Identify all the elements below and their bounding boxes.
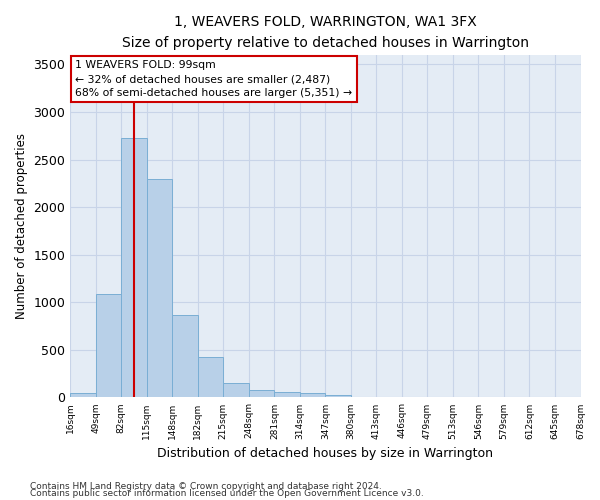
Bar	[223, 382, 249, 398]
Bar	[198, 358, 223, 398]
Bar	[70, 392, 96, 398]
Y-axis label: Number of detached properties: Number of detached properties	[15, 133, 28, 319]
Bar	[121, 138, 147, 398]
Text: Contains HM Land Registry data © Crown copyright and database right 2024.: Contains HM Land Registry data © Crown c…	[30, 482, 382, 491]
Bar	[96, 294, 121, 398]
Bar	[172, 314, 198, 398]
Bar	[300, 392, 325, 398]
Text: 1 WEAVERS FOLD: 99sqm
← 32% of detached houses are smaller (2,487)
68% of semi-d: 1 WEAVERS FOLD: 99sqm ← 32% of detached …	[76, 60, 353, 98]
Text: Contains public sector information licensed under the Open Government Licence v3: Contains public sector information licen…	[30, 490, 424, 498]
Bar	[147, 178, 172, 398]
Bar	[325, 395, 351, 398]
Title: 1, WEAVERS FOLD, WARRINGTON, WA1 3FX
Size of property relative to detached house: 1, WEAVERS FOLD, WARRINGTON, WA1 3FX Siz…	[122, 15, 529, 50]
Bar	[274, 392, 300, 398]
Bar	[249, 390, 274, 398]
X-axis label: Distribution of detached houses by size in Warrington: Distribution of detached houses by size …	[157, 447, 493, 460]
